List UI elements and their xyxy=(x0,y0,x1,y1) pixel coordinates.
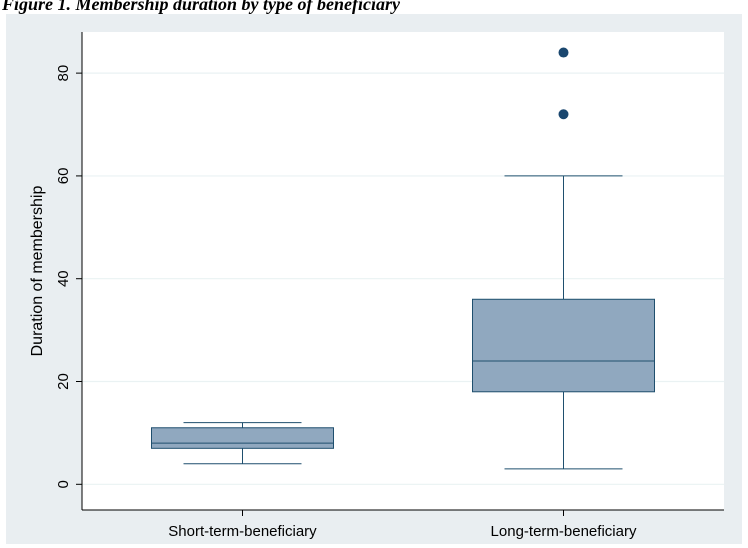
x-tick-label-1: Long-term-beneficiary xyxy=(491,523,637,540)
box-0 xyxy=(151,422,334,465)
box-series xyxy=(151,47,655,470)
box-1 xyxy=(472,47,655,470)
iqr-box-1 xyxy=(472,298,655,393)
y-tick-label-0: 0 xyxy=(55,480,72,488)
outlier-point-1-0 xyxy=(558,109,569,120)
y-axis-title: Duration of membership xyxy=(29,186,46,357)
outlier-point-1-1 xyxy=(558,47,569,58)
y-tick-label-40: 40 xyxy=(55,270,72,287)
y-axis-ticks: 0 20 40 60 80 xyxy=(55,65,82,488)
y-tick-label-80: 80 xyxy=(55,65,72,82)
figure-caption: Figure 1. Membership duration by type of… xyxy=(2,0,400,14)
iqr-box-0 xyxy=(151,427,334,449)
y-tick-label-20: 20 xyxy=(55,373,72,390)
y-tick-label-60: 60 xyxy=(55,168,72,185)
x-tick-label-0: Short-term-beneficiary xyxy=(168,523,317,540)
x-axis-ticks: Short-term-beneficiary Long-term-benefici… xyxy=(168,510,637,540)
